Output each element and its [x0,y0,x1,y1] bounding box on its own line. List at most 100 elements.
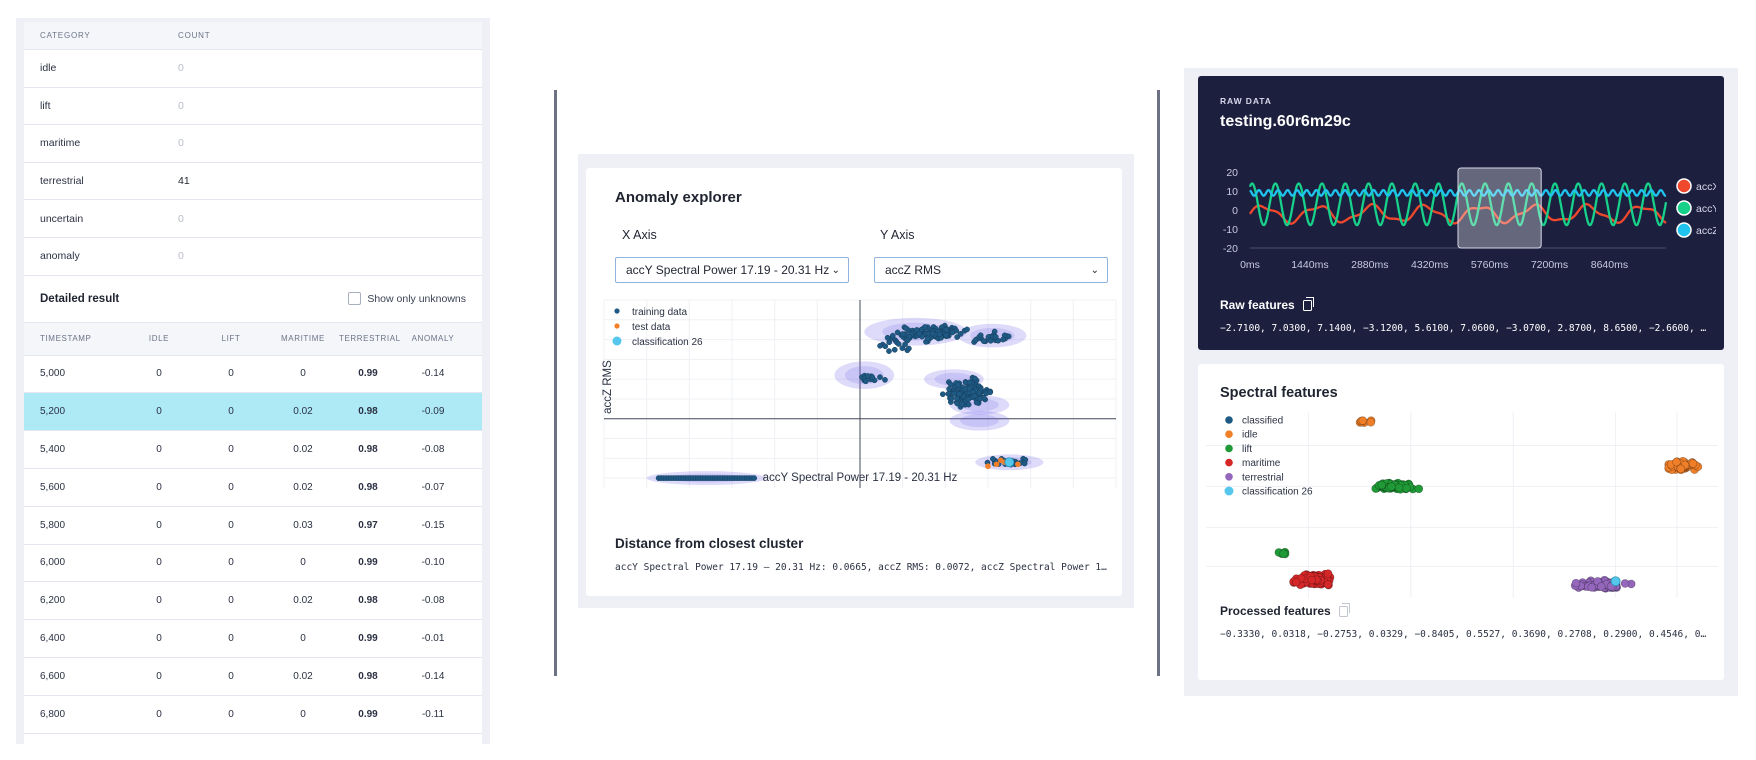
y-axis-select[interactable]: accZ RMS ⌄ [874,257,1108,283]
idle-cell: 0 [156,444,162,456]
training-point [877,342,883,349]
training-point [924,335,931,342]
copy-icon[interactable] [1338,602,1350,617]
show-only-unknowns-checkbox[interactable] [348,292,362,306]
point-idle [1672,457,1681,467]
training-point [972,375,978,382]
training-point [949,329,956,336]
copy-icon[interactable] [1302,296,1314,311]
anomaly-cell: -0.14 [421,670,445,682]
x-axis-select[interactable]: accY Spectral Power 17.19 - 20.31 Hz ⌄ [615,257,849,283]
category-count: 41 [178,175,190,188]
training-point [958,401,965,408]
table-row[interactable]: 6,400 0 0 0 0.99 -0.01 [24,620,482,658]
show-only-unknowns-toggle[interactable]: Show only unknowns [348,292,466,306]
category-name: terrestrial [40,175,84,188]
table-row[interactable]: 6,000 0 0 0 0.99 -0.10 [24,545,482,583]
maritime-cell: 0 [300,557,306,569]
lift-cell: 0 [228,595,234,607]
training-point [899,331,906,337]
category-name: uncertain [40,212,84,225]
table-row[interactable]: 5,400 0 0 0.02 0.98 -0.08 [24,431,482,469]
x-axis-select-value: accY Spectral Power 17.19 - 20.31 Hz [626,263,830,277]
legend-label: classification 26 [1242,487,1313,498]
classification-point [1610,576,1621,587]
category-count: 0 [178,62,184,75]
spectral-features-card: Spectral features classified idle lift mari… [1198,364,1724,680]
table-row[interactable]: 6,600 0 0 0.02 0.98 -0.14 [24,658,482,696]
table-row[interactable]: 5,800 0 0 0.03 0.97 -0.15 [24,507,482,545]
training-point [987,389,994,396]
training-point [894,329,901,336]
training-point [957,331,964,337]
training-point [882,343,889,350]
table-row[interactable]: 5,200 0 0 0.02 0.98 -0.09 [24,393,482,432]
selection-window [1457,167,1542,249]
training-point [922,324,928,330]
training-point [956,391,963,397]
processed-features-title: Processed features [1220,604,1331,618]
anomaly-cell: -0.15 [421,519,445,531]
point-lift [1377,480,1386,490]
maritime-header: MARITIME [281,334,325,344]
legend-label: lift [1242,444,1252,455]
training-point [964,326,970,333]
detailed-result-bar: Detailed result Show only unknowns [24,275,482,322]
training-point [946,386,952,392]
terrestrial-cell: 0.99 [358,633,378,645]
x-axis-label: X Axis [622,228,657,242]
point-maritime [1307,575,1317,585]
cluster-points [1274,416,1703,593]
training-point [936,331,943,338]
legend-label: test data [632,322,671,333]
legend: classified idle lift maritime terrestrial cla… [1224,416,1313,498]
test-point [1015,461,1021,468]
test-point [985,463,991,470]
idle-cell: 0 [156,595,162,607]
category-name: anomaly [40,250,80,263]
legend-label: accX [1696,181,1716,193]
maritime-cell: 0.02 [293,481,313,493]
timestamp-cell: 6,400 [40,633,66,645]
timestamp-cell: 6,000 [40,557,66,569]
lift-cell: 0 [228,406,234,418]
raw-features-title: Raw features [1220,298,1295,312]
anomaly-cell: -0.08 [421,595,445,607]
x-tick-label: 0ms [1240,259,1260,271]
legend-marker [614,308,620,314]
anomaly-cell: -0.09 [421,406,445,418]
anomaly-cell: -0.07 [421,481,445,493]
anomaly-scatter-chart[interactable]: training data test data classification 26 a… [600,296,1122,522]
raw-data-chart[interactable]: 20 10 0 -10 -200ms 1440ms 2880ms 4320ms 5760ms 72… [1208,164,1716,292]
table-row[interactable]: 6,800 0 0 0 0.99 -0.11 [24,696,482,734]
point-idle [1676,464,1686,474]
y-axis-label: Y Axis [880,228,915,242]
raw-features-value: −2.7100, 7.0300, 7.1400, −3.1200, 5.6100… [1220,323,1710,334]
point-terrestrial [1571,578,1581,588]
classification-results-panel: CATEGORY COUNT idle 0 lift 0 maritime 0 terres… [16,18,490,744]
training-point [992,333,999,340]
category-table: idle 0 lift 0 maritime 0 terrestrial 41 uncertai… [24,50,482,276]
table-row[interactable]: 5,600 0 0 0.02 0.98 -0.07 [24,469,482,507]
idle-cell: 0 [156,368,162,380]
anomaly-cell: -0.14 [421,368,445,380]
lift-cell: 0 [228,519,234,531]
lift-cell: 0 [228,708,234,720]
legend-marker [1225,458,1233,467]
maritime-cell: 0 [300,368,306,380]
table-row[interactable]: 6,200 0 0 0.02 0.98 -0.08 [24,582,482,621]
maritime-cell: 0 [300,708,306,720]
legend: accX accY accZ [1676,178,1716,238]
spectral-scatter-chart[interactable]: classified idle lift maritime terrestrial cla… [1198,408,1724,602]
category-name: lift [40,99,51,112]
legend-marker [1676,178,1692,194]
timestamp-cell: 5,000 [40,368,66,380]
point-maritime [1323,569,1333,578]
training-point [884,334,891,341]
point-terrestrial [1620,579,1630,588]
table-row[interactable]: 5,000 0 0 0 0.99 -0.14 [24,356,482,394]
timestamp-cell: 5,200 [40,406,66,418]
point-lift [1402,483,1411,493]
training-point [906,345,912,352]
y-axis: 20 10 0 -10 -20 [1223,167,1238,255]
